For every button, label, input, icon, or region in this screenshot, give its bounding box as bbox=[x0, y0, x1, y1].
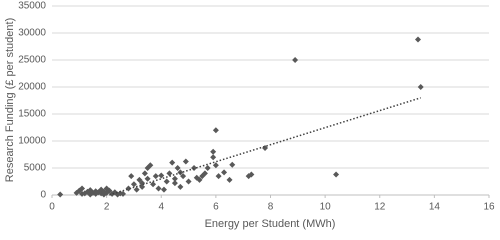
y-tick-label: 15000 bbox=[18, 109, 46, 120]
y-tick-label: 20000 bbox=[18, 82, 46, 93]
point bbox=[215, 173, 222, 180]
point bbox=[155, 185, 162, 192]
point bbox=[147, 162, 154, 169]
point bbox=[166, 170, 173, 177]
point bbox=[171, 175, 178, 182]
point bbox=[248, 171, 255, 178]
point bbox=[201, 170, 208, 177]
point bbox=[226, 176, 233, 183]
point bbox=[169, 159, 176, 166]
point bbox=[160, 186, 167, 193]
point bbox=[171, 180, 178, 187]
y-tick-label: 0 bbox=[40, 190, 46, 201]
x-tick-label: 12 bbox=[374, 202, 386, 213]
point bbox=[144, 175, 151, 182]
point bbox=[180, 173, 187, 180]
x-tick-label: 4 bbox=[158, 202, 164, 213]
x-tick-label: 8 bbox=[268, 202, 274, 213]
x-axis-title: Energy per Student (MWh) bbox=[205, 218, 336, 230]
point bbox=[152, 173, 159, 180]
point bbox=[414, 36, 421, 43]
x-tick-label: 0 bbox=[49, 202, 55, 213]
point bbox=[229, 161, 236, 168]
point bbox=[221, 169, 228, 176]
x-tick-label: 6 bbox=[213, 202, 219, 213]
y-tick-label: 25000 bbox=[18, 55, 46, 66]
point bbox=[417, 84, 424, 90]
chart: Energy per Student (MWh) Research Fundin… bbox=[4, 1, 495, 230]
point bbox=[212, 127, 219, 134]
point bbox=[196, 176, 203, 183]
point bbox=[333, 171, 340, 178]
point bbox=[174, 165, 181, 171]
x-tick-label: 14 bbox=[429, 202, 441, 213]
y-axis-title: Research Funding (£ per student) bbox=[4, 18, 16, 182]
point bbox=[133, 186, 140, 193]
point bbox=[141, 170, 148, 177]
point bbox=[185, 178, 192, 185]
y-tick-label: 35000 bbox=[18, 1, 46, 12]
point bbox=[204, 165, 211, 171]
point bbox=[177, 183, 184, 190]
point bbox=[57, 191, 64, 198]
x-tick-label: 16 bbox=[483, 202, 495, 213]
point bbox=[182, 158, 189, 165]
point bbox=[210, 148, 217, 155]
y-tick-label: 10000 bbox=[18, 136, 46, 147]
point bbox=[292, 57, 299, 63]
point bbox=[125, 185, 132, 192]
point bbox=[163, 178, 170, 185]
point bbox=[120, 190, 127, 197]
x-tick-label: 10 bbox=[320, 202, 332, 213]
x-tick-label: 2 bbox=[104, 202, 110, 213]
point bbox=[79, 185, 86, 192]
point bbox=[150, 181, 157, 188]
y-tick-label: 5000 bbox=[24, 163, 47, 174]
point bbox=[158, 172, 165, 179]
point bbox=[130, 181, 137, 188]
point bbox=[212, 162, 219, 169]
point bbox=[210, 154, 217, 161]
y-tick-label: 30000 bbox=[18, 28, 46, 39]
point bbox=[128, 173, 135, 180]
